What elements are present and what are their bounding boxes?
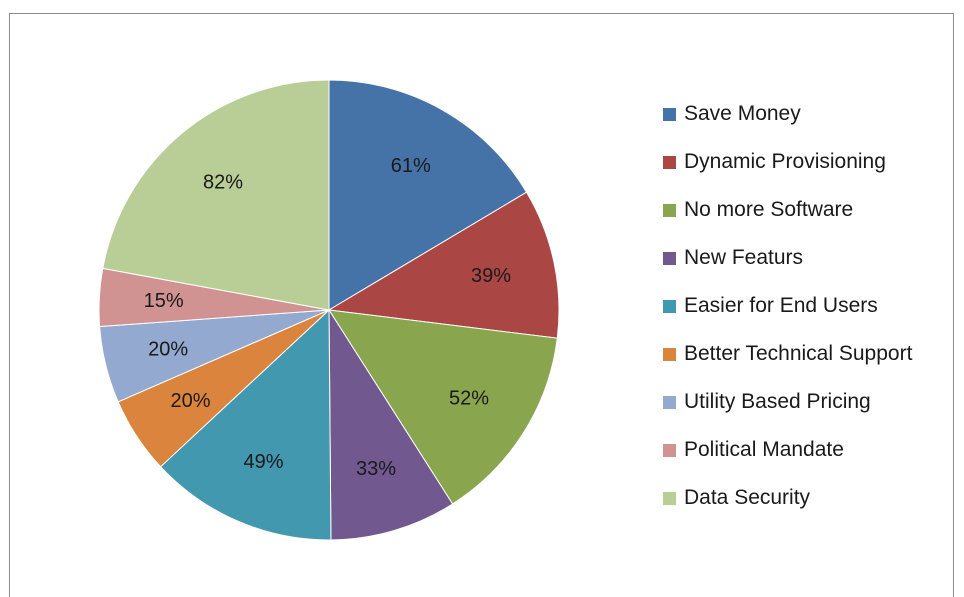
legend-item: New Featurs (663, 244, 803, 272)
legend-label: Political Mandate (684, 438, 844, 461)
slice-label-3: 33% (356, 458, 396, 480)
legend-swatch (663, 347, 676, 361)
pie-slice-1 (327, 191, 560, 339)
legend-swatch (663, 203, 676, 217)
legend-label: Utility Based Pricing (684, 390, 871, 413)
legend-item: Easier for End Users (663, 292, 878, 320)
legend-label: No more Software (684, 198, 854, 221)
legend-label: Data Security (684, 486, 811, 509)
slice-label-7: 15% (144, 290, 184, 312)
legend-label: Save Money (684, 102, 801, 125)
slice-label-5: 20% (170, 390, 210, 412)
pie-slice-4 (159, 308, 332, 541)
legend-swatch (663, 443, 676, 457)
legend-item: No more Software (663, 196, 853, 224)
pie-slice-0 (328, 79, 528, 311)
legend-label: Easier for End Users (684, 294, 878, 317)
pie-data-labels: 61% 39% 52% 33% 49% 20% 20% 15% 82% (144, 155, 512, 480)
legend-item: Better Technical Support (663, 340, 912, 368)
slice-label-0: 61% (391, 155, 431, 177)
legend-swatch (663, 107, 676, 121)
slice-label-4: 49% (243, 451, 283, 473)
legend-swatch (663, 491, 676, 505)
legend-item: Data Security (663, 484, 810, 512)
legend-item: Utility Based Pricing (663, 388, 871, 416)
slice-label-8: 82% (203, 172, 243, 194)
pie-slices (98, 79, 560, 541)
slice-label-2: 52% (449, 387, 489, 409)
legend-swatch (663, 299, 676, 313)
legend-label: New Featurs (684, 246, 804, 269)
legend-swatch (663, 155, 676, 169)
legend-swatch (663, 395, 676, 409)
pie-slice-3 (328, 308, 454, 541)
legend-item: Political Mandate (663, 436, 844, 464)
slice-label-1: 39% (471, 265, 511, 287)
legend-item: Save Money (663, 100, 801, 128)
legend-label: Dynamic Provisioning (684, 150, 886, 173)
legend-label: Better Technical Support (684, 342, 913, 365)
pie-slice-8 (102, 79, 330, 311)
pie-slice-2 (328, 309, 558, 505)
legend-swatch (663, 251, 676, 265)
slice-label-6: 20% (148, 339, 188, 361)
legend-item: Dynamic Provisioning (663, 148, 886, 176)
